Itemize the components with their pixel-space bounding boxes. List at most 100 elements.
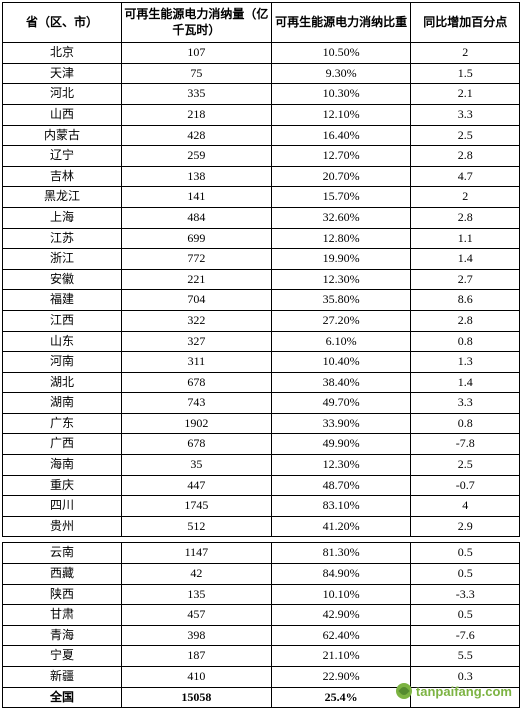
table-row: 福建70435.80%8.6 xyxy=(3,290,520,311)
cell-yoy: 1.3 xyxy=(411,352,520,373)
cell-province: 北京 xyxy=(3,43,122,64)
cell-ratio: 6.10% xyxy=(271,331,411,352)
cell-ratio: 48.70% xyxy=(271,475,411,496)
table-row: 江西32227.20%2.8 xyxy=(3,310,520,331)
cell-ratio: 49.90% xyxy=(271,434,411,455)
table-row: 山东3276.10%0.8 xyxy=(3,331,520,352)
cell-consumption: 221 xyxy=(121,269,271,290)
cell-province: 湖北 xyxy=(3,372,122,393)
table-row: 辽宁25912.70%2.8 xyxy=(3,146,520,167)
cell-ratio: 49.70% xyxy=(271,393,411,414)
cell-consumption: 457 xyxy=(121,605,271,626)
cell-yoy: 2 xyxy=(411,43,520,64)
cell-province: 新疆 xyxy=(3,667,122,688)
cell-province: 甘肃 xyxy=(3,605,122,626)
table-row: 黑龙江14115.70%2 xyxy=(3,187,520,208)
cell-consumption: 428 xyxy=(121,125,271,146)
cell-consumption: 484 xyxy=(121,207,271,228)
cell-consumption: 322 xyxy=(121,310,271,331)
cell-yoy: 1.1 xyxy=(411,228,520,249)
table-row: 河北33510.30%2.1 xyxy=(3,84,520,105)
cell-yoy: 8.6 xyxy=(411,290,520,311)
table-row: 内蒙古42816.40%2.5 xyxy=(3,125,520,146)
cell-consumption: 699 xyxy=(121,228,271,249)
cell-consumption: 398 xyxy=(121,625,271,646)
cell-ratio: 12.70% xyxy=(271,146,411,167)
table-row: 山西21812.10%3.3 xyxy=(3,104,520,125)
table-row: 四川174583.10%4 xyxy=(3,496,520,517)
cell-province: 全国 xyxy=(3,687,122,708)
cell-ratio: 9.30% xyxy=(271,63,411,84)
cell-yoy: 0.8 xyxy=(411,331,520,352)
cell-yoy: 2 xyxy=(411,187,520,208)
cell-yoy: -7.8 xyxy=(411,434,520,455)
cell-province: 内蒙古 xyxy=(3,125,122,146)
cell-ratio: 25.4% xyxy=(271,687,411,708)
cell-yoy: 0.8 xyxy=(411,413,520,434)
cell-ratio: 12.30% xyxy=(271,455,411,476)
cell-province: 宁夏 xyxy=(3,646,122,667)
cell-yoy: 2.8 xyxy=(411,207,520,228)
cell-yoy: 1.4 xyxy=(411,372,520,393)
table-row: 宁夏18721.10%5.5 xyxy=(3,646,520,667)
table-row: 上海48432.60%2.8 xyxy=(3,207,520,228)
leaf-icon xyxy=(396,683,412,699)
cell-province: 安徽 xyxy=(3,269,122,290)
cell-yoy: 4 xyxy=(411,496,520,517)
cell-province: 山西 xyxy=(3,104,122,125)
table-row: 湖南74349.70%3.3 xyxy=(3,393,520,414)
cell-yoy: 0.5 xyxy=(411,543,520,564)
table-row: 西藏4284.90%0.5 xyxy=(3,564,520,585)
cell-consumption: 15058 xyxy=(121,687,271,708)
cell-ratio: 27.20% xyxy=(271,310,411,331)
table-row: 云南114781.30%0.5 xyxy=(3,543,520,564)
cell-yoy: 2.8 xyxy=(411,310,520,331)
cell-ratio: 10.30% xyxy=(271,84,411,105)
cell-ratio: 12.10% xyxy=(271,104,411,125)
cell-yoy: 1.4 xyxy=(411,249,520,270)
table-row: 广东190233.90%0.8 xyxy=(3,413,520,434)
cell-consumption: 410 xyxy=(121,667,271,688)
watermark: tanpaifang.com xyxy=(396,683,512,699)
cell-consumption: 743 xyxy=(121,393,271,414)
cell-yoy: 2.1 xyxy=(411,84,520,105)
cell-consumption: 335 xyxy=(121,84,271,105)
cell-consumption: 704 xyxy=(121,290,271,311)
cell-province: 天津 xyxy=(3,63,122,84)
table-row: 海南3512.30%2.5 xyxy=(3,455,520,476)
cell-province: 云南 xyxy=(3,543,122,564)
cell-ratio: 12.30% xyxy=(271,269,411,290)
cell-ratio: 84.90% xyxy=(271,564,411,585)
cell-yoy: 2.5 xyxy=(411,125,520,146)
cell-ratio: 32.60% xyxy=(271,207,411,228)
cell-province: 广东 xyxy=(3,413,122,434)
header-row: 省（区、市） 可再生能源电力消纳量（亿千瓦时） 可再生能源电力消纳比重 同比增加… xyxy=(3,3,520,43)
cell-consumption: 1147 xyxy=(121,543,271,564)
header-yoy: 同比增加百分点 xyxy=(411,3,520,43)
cell-consumption: 42 xyxy=(121,564,271,585)
table-row: 北京10710.50%2 xyxy=(3,43,520,64)
cell-province: 辽宁 xyxy=(3,146,122,167)
cell-province: 江苏 xyxy=(3,228,122,249)
cell-ratio: 16.40% xyxy=(271,125,411,146)
cell-ratio: 83.10% xyxy=(271,496,411,517)
table-row: 贵州51241.20%2.9 xyxy=(3,516,520,537)
cell-consumption: 678 xyxy=(121,434,271,455)
cell-yoy: 3.3 xyxy=(411,393,520,414)
cell-yoy: 2.5 xyxy=(411,455,520,476)
cell-province: 浙江 xyxy=(3,249,122,270)
cell-yoy: 4.7 xyxy=(411,166,520,187)
cell-consumption: 1745 xyxy=(121,496,271,517)
cell-province: 上海 xyxy=(3,207,122,228)
cell-consumption: 772 xyxy=(121,249,271,270)
cell-province: 江西 xyxy=(3,310,122,331)
cell-ratio: 81.30% xyxy=(271,543,411,564)
cell-province: 湖南 xyxy=(3,393,122,414)
table-row: 天津759.30%1.5 xyxy=(3,63,520,84)
cell-consumption: 327 xyxy=(121,331,271,352)
cell-province: 西藏 xyxy=(3,564,122,585)
cell-yoy: 2.8 xyxy=(411,146,520,167)
header-province: 省（区、市） xyxy=(3,3,122,43)
cell-province: 重庆 xyxy=(3,475,122,496)
cell-province: 广西 xyxy=(3,434,122,455)
